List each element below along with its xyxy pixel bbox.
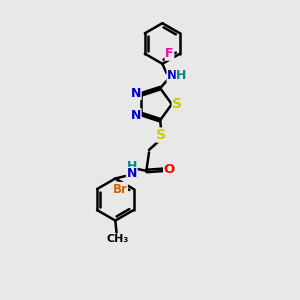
Text: N: N (131, 109, 141, 122)
Text: S: S (156, 128, 167, 142)
Text: H: H (127, 160, 137, 172)
Text: H: H (176, 69, 187, 82)
Text: N: N (131, 86, 141, 100)
Text: CH₃: CH₃ (107, 234, 129, 244)
Text: Br: Br (112, 182, 128, 196)
Text: N: N (127, 167, 137, 180)
Text: F: F (165, 47, 174, 60)
Text: S: S (172, 97, 182, 111)
Text: N: N (167, 69, 178, 82)
Text: O: O (164, 163, 175, 176)
